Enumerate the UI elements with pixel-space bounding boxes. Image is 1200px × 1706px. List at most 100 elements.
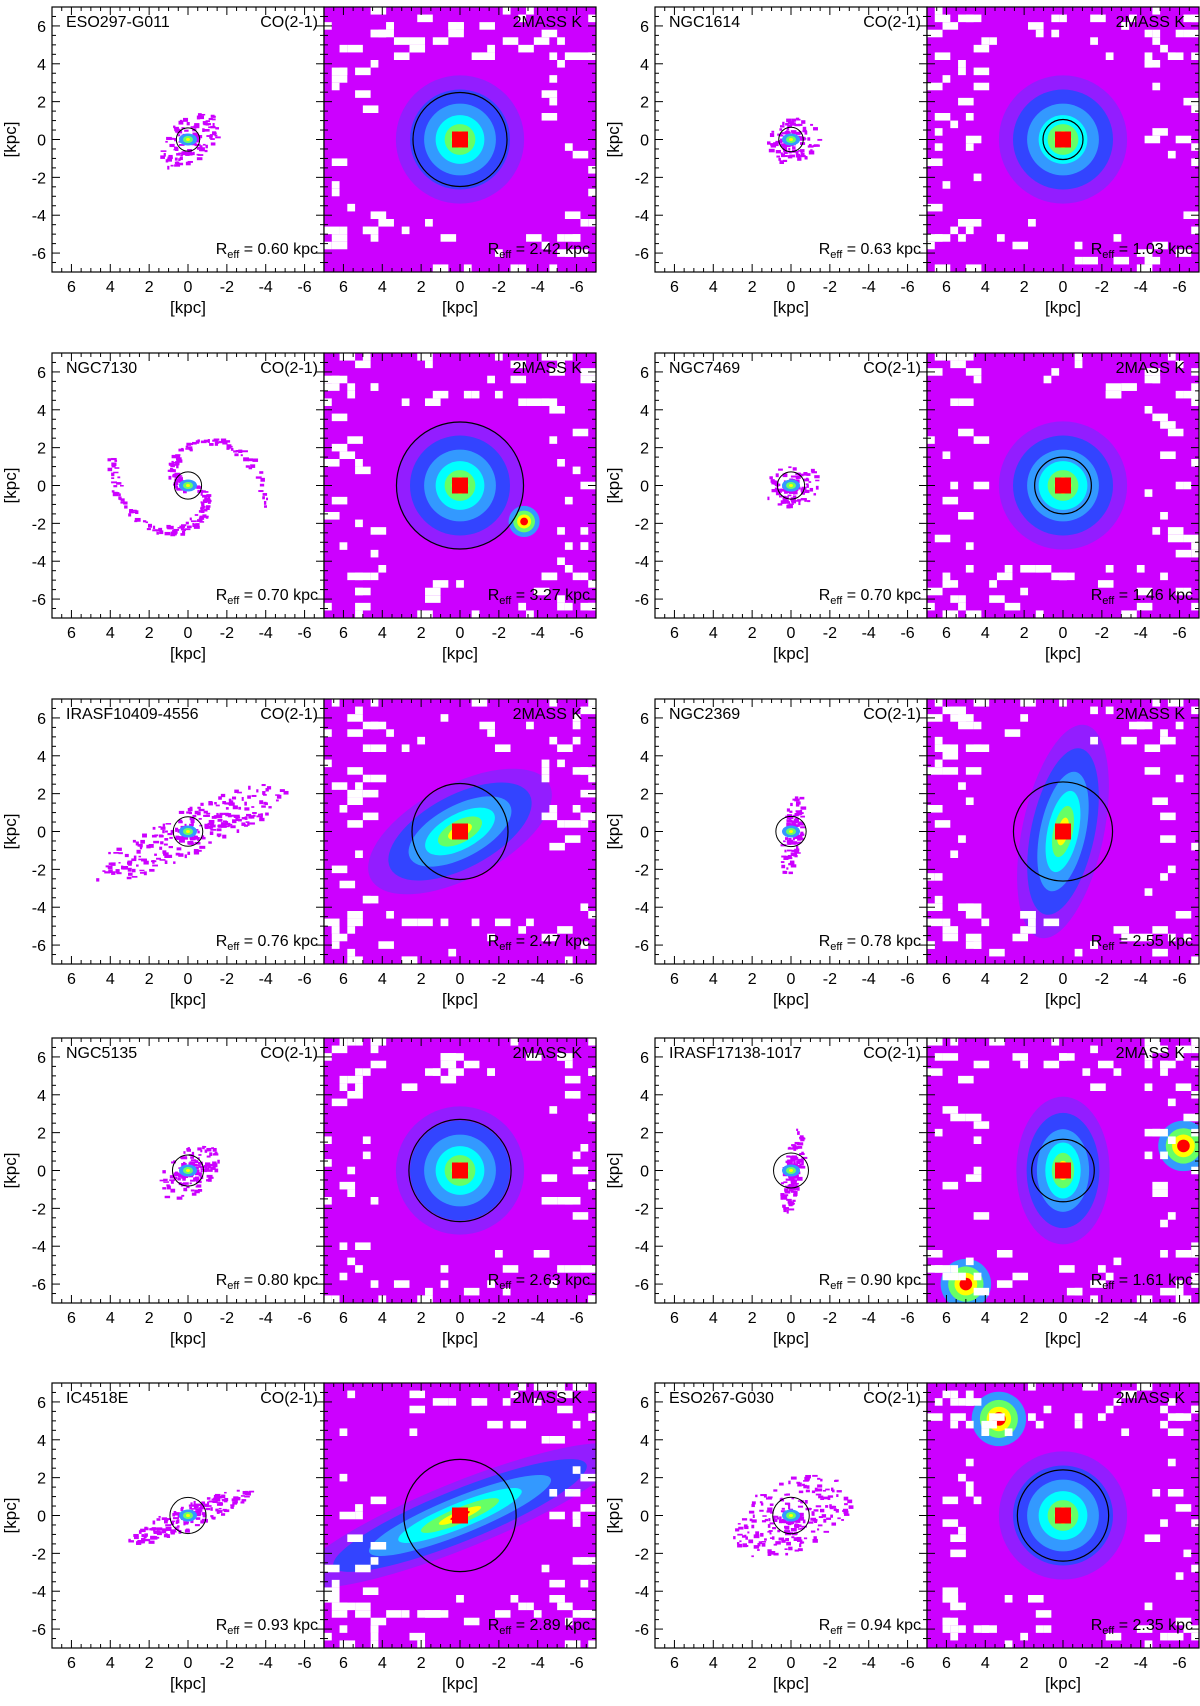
co-reff-label: Reff = 0.80 kpc (216, 1272, 318, 1292)
galaxy-name: IRASF17138-1017 (669, 1045, 802, 1062)
k-band-map (324, 699, 596, 964)
y-tick-label: 6 (640, 711, 649, 728)
y-tick-label: 6 (37, 711, 46, 728)
x-tick-label: 4 (981, 625, 990, 642)
y-tick-label: -4 (635, 554, 649, 571)
galaxy-panel-pair: 6 6 4 4 2 2 0 0 -2 -2 -4 -4 -6 -6 [kpc] [kpc] ESO297-G01… (1, 6, 597, 317)
x-tick-label: 0 (184, 971, 193, 988)
x-tick-label: -4 (862, 625, 876, 642)
y-tick-label: 2 (37, 441, 46, 458)
x-tick-label: -4 (531, 625, 545, 642)
y-tick-label: 2 (37, 787, 46, 804)
x-axis-label: [kpc] (773, 990, 809, 1009)
x-tick-label: -6 (297, 1655, 311, 1672)
co-reff-circle (169, 1496, 207, 1535)
y-axis-label: [kpc] (1, 468, 20, 504)
x-tick-label: -6 (569, 971, 583, 988)
k-band-panel: 6 4 2 0 -2 -4 -6 [kpc] 2MASS K Reff = 1.61 kpc (926, 1037, 1200, 1348)
y-tick-label: -4 (635, 900, 649, 917)
y-tick-label: 4 (37, 1088, 46, 1105)
k-band-map (927, 7, 1199, 272)
x-tick-label: 0 (184, 1655, 193, 1672)
x-tick-label: -2 (1095, 1655, 1109, 1672)
y-tick-label: 6 (37, 1395, 46, 1412)
x-tick-label: 2 (145, 625, 154, 642)
galaxy-panel-pair: 6 6 4 4 2 2 0 0 -2 -2 -4 -4 -6 -6 [kpc] [kpc] IC4518E CO(… (1, 1382, 597, 1693)
x-tick-label: 0 (787, 1310, 796, 1327)
x-tick-label: 0 (787, 971, 796, 988)
co-line-label: CO(2-1) (863, 360, 921, 377)
y-tick-label: 4 (640, 1088, 649, 1105)
x-tick-label: 2 (748, 279, 757, 296)
galaxy-panel-pair: 6 6 4 4 2 2 0 0 -2 -2 -4 -4 -6 -6 [kpc] [kpc] NGC1614 CO(… (604, 6, 1200, 317)
y-tick-label: 6 (640, 19, 649, 36)
co-reff-circle (778, 126, 804, 153)
x-tick-label: 4 (981, 1655, 990, 1672)
galaxy-panel-pair: 6 6 4 4 2 2 0 0 -2 -2 -4 -4 -6 -6 [kpc] [kpc] NGC7130 CO(… (1, 352, 597, 663)
co-reff-label: Reff = 0.60 kpc (216, 241, 318, 261)
x-tick-label: -2 (492, 625, 506, 642)
y-tick-label: 6 (37, 19, 46, 36)
y-tick-label: -2 (32, 170, 46, 187)
x-tick-label: -2 (220, 625, 234, 642)
galaxy-name: NGC5135 (66, 1045, 137, 1062)
y-tick-label: -4 (32, 554, 46, 571)
y-tick-label: 4 (37, 57, 46, 74)
co-line-label: CO(2-1) (260, 706, 318, 723)
y-axis-label: [kpc] (604, 1153, 623, 1189)
x-tick-label: -6 (1172, 1310, 1186, 1327)
x-tick-label: 6 (670, 625, 679, 642)
x-tick-label: 2 (1020, 625, 1029, 642)
co-map (780, 1128, 808, 1214)
x-axis-label: [kpc] (442, 298, 478, 317)
x-tick-label: -4 (259, 625, 273, 642)
x-tick-label: 6 (670, 279, 679, 296)
y-axis-label: [kpc] (1, 814, 20, 850)
x-tick-label: 2 (1020, 971, 1029, 988)
x-tick-label: -2 (492, 1310, 506, 1327)
x-tick-label: -6 (297, 971, 311, 988)
co-panel: 6 6 4 4 2 2 0 0 -2 -2 -4 -4 -6 -6 [kpc] [kpc] NGC5135 CO(… (1, 1037, 325, 1348)
x-tick-label: -4 (1134, 1655, 1148, 1672)
co-line-label: CO(2-1) (863, 706, 921, 723)
y-tick-label: -6 (635, 1622, 649, 1639)
x-tick-label: 4 (106, 971, 115, 988)
y-tick-label: -4 (32, 208, 46, 225)
k-reff-label: Reff = 1.46 kpc (1091, 587, 1193, 607)
y-tick-label: 2 (37, 95, 46, 112)
x-tick-label: 0 (787, 279, 796, 296)
x-tick-label: -4 (259, 1655, 273, 1672)
k-band-panel: 6 4 2 0 -2 -4 -6 [kpc] 2MASS K Reff = 2.63 kpc (323, 1037, 597, 1348)
x-tick-label: 4 (378, 279, 387, 296)
x-tick-label: -4 (862, 1655, 876, 1672)
k-band-panel: 6 4 2 0 -2 -4 -6 [kpc] 2MASS K Reff = 2.47 kpc (323, 698, 597, 1009)
x-tick-label: -6 (569, 1310, 583, 1327)
x-tick-label: -2 (220, 279, 234, 296)
x-tick-label: 0 (456, 1310, 465, 1327)
x-tick-label: -6 (900, 1655, 914, 1672)
k-band-map (927, 353, 1199, 618)
x-tick-label: -4 (1134, 279, 1148, 296)
y-tick-label: 2 (640, 787, 649, 804)
co-reff-label: Reff = 0.90 kpc (819, 1272, 921, 1292)
x-tick-label: 4 (106, 1655, 115, 1672)
x-tick-label: 2 (748, 1655, 757, 1672)
galaxy-name: ESO267-G030 (669, 1390, 774, 1407)
x-tick-label: 4 (106, 625, 115, 642)
x-axis-label: [kpc] (170, 1674, 206, 1693)
co-reff-circle (772, 1496, 810, 1535)
k-reff-label: Reff = 2.35 kpc (1091, 1617, 1193, 1637)
co-line-label: CO(2-1) (260, 360, 318, 377)
y-tick-label: -2 (635, 862, 649, 879)
co-panel: 6 6 4 4 2 2 0 0 -2 -2 -4 -4 -6 -6 [kpc] [kpc] NGC1614 CO(… (604, 6, 928, 317)
k-band-map (927, 1038, 1199, 1303)
y-tick-label: -6 (32, 1277, 46, 1294)
x-axis-label: [kpc] (442, 990, 478, 1009)
x-axis-label: [kpc] (773, 1674, 809, 1693)
y-tick-label: -4 (635, 1584, 649, 1601)
y-tick-label: 6 (37, 365, 46, 382)
k-reff-circle (403, 1458, 517, 1573)
k-band-label: 2MASS K (513, 14, 583, 31)
y-axis-label: [kpc] (1, 1153, 20, 1189)
x-tick-label: 2 (748, 971, 757, 988)
